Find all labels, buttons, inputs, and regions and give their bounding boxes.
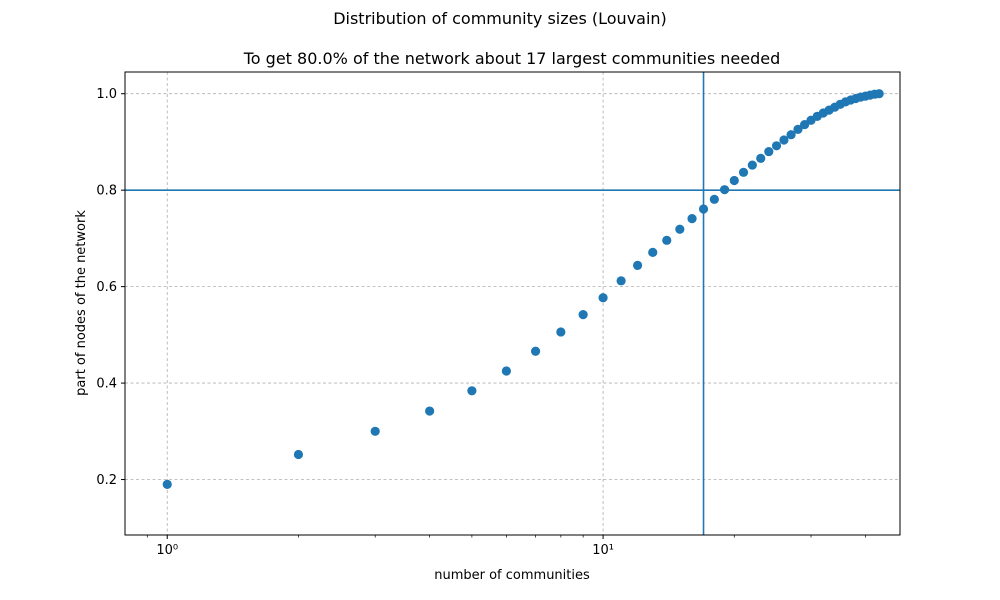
data-point xyxy=(467,386,477,396)
data-point xyxy=(648,247,658,257)
data-point xyxy=(747,160,757,170)
data-point xyxy=(675,224,685,234)
data-point xyxy=(578,309,588,320)
y-tick-label: 0.6 xyxy=(96,280,117,295)
y-tick-label: 0.2 xyxy=(96,473,117,488)
data-point xyxy=(764,146,774,157)
data-point xyxy=(632,260,643,270)
data-point xyxy=(293,449,304,460)
axis-ticks: 0.2 0.4 0.6 0.8 1.0 10⁰ 10¹ xyxy=(96,87,866,558)
data-point xyxy=(162,479,172,489)
y-tick-label: 1.0 xyxy=(96,87,117,102)
y-axis-label: part of nodes of the network xyxy=(74,210,89,396)
data-point xyxy=(598,293,608,303)
data-point xyxy=(698,204,709,214)
x-tick-label: 10¹ xyxy=(592,543,614,558)
data-point xyxy=(662,235,672,245)
data-point xyxy=(425,406,435,416)
data-point xyxy=(874,89,884,99)
data-point xyxy=(556,327,566,337)
data-point xyxy=(719,185,730,195)
y-tick-label: 0.4 xyxy=(96,377,117,392)
data-point xyxy=(786,130,796,140)
x-tick-label: 10⁰ xyxy=(156,543,178,558)
data-point xyxy=(370,426,380,436)
plot-frame xyxy=(124,71,901,536)
data-point xyxy=(709,194,719,204)
data-point xyxy=(729,175,739,186)
data-points xyxy=(162,89,884,489)
figure-suptitle: Distribution of community sizes (Louvain… xyxy=(333,9,667,28)
data-point xyxy=(771,141,782,151)
data-point xyxy=(530,346,541,356)
data-point xyxy=(687,214,697,224)
data-point xyxy=(616,276,626,286)
data-point xyxy=(793,124,803,134)
data-point xyxy=(779,135,789,145)
y-tick-label: 0.8 xyxy=(96,184,117,199)
x-axis-label: number of communities xyxy=(434,568,590,583)
data-point xyxy=(501,366,511,376)
data-point xyxy=(738,167,749,177)
data-point xyxy=(756,153,766,163)
chart-title: To get 80.0% of the network about 17 lar… xyxy=(243,49,781,68)
reference-lines xyxy=(125,72,900,535)
